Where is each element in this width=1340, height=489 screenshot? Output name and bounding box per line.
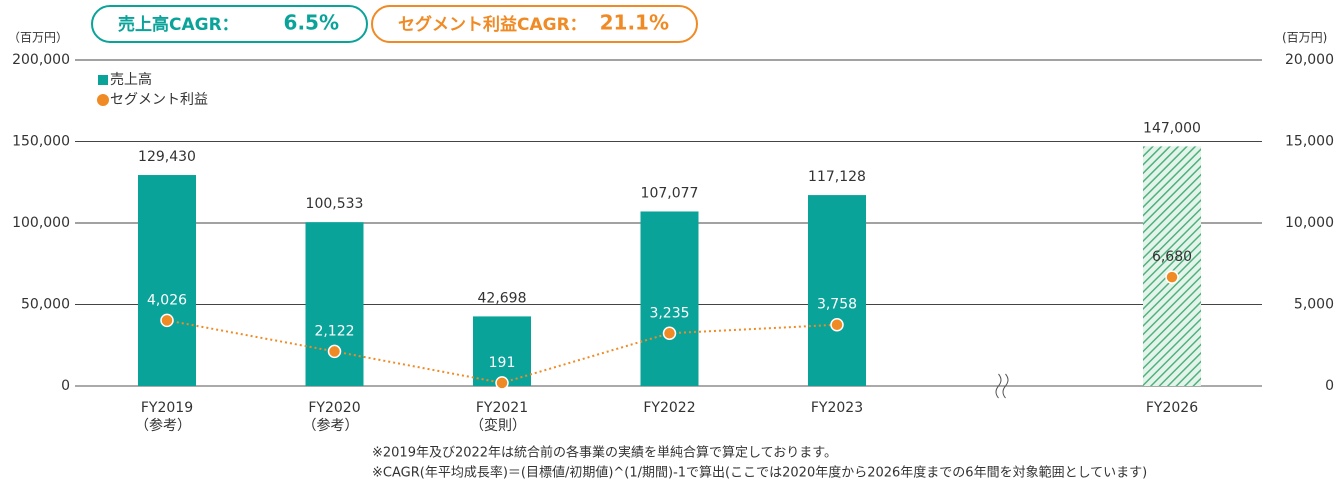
point-value-label: 4,026 xyxy=(147,292,187,308)
line-point xyxy=(1165,270,1179,284)
point-value-label: 191 xyxy=(489,355,516,371)
y2-tick-label: 20,000 xyxy=(1285,52,1334,68)
line-point xyxy=(327,344,342,359)
x-tick-label: FY2019 xyxy=(141,400,193,416)
y2-tick-label: 10,000 xyxy=(1285,215,1334,231)
legend-swatch xyxy=(97,94,109,106)
point-value-label: 3,235 xyxy=(649,305,689,321)
bar xyxy=(1143,146,1201,386)
y2-unit: (百万円) xyxy=(1282,31,1327,45)
y-unit: （百万円） xyxy=(8,31,68,45)
x-tick-label: FY2021 xyxy=(476,400,528,416)
x-tick-label: FY2023 xyxy=(811,400,863,416)
y2-tick-label: 15,000 xyxy=(1285,134,1334,150)
legend-swatch xyxy=(98,75,108,85)
x-tick-label: FY2026 xyxy=(1146,400,1198,416)
bar-value-label: 147,000 xyxy=(1143,120,1201,136)
point-value-label: 6,680 xyxy=(1152,249,1192,265)
bar-value-label: 42,698 xyxy=(478,290,527,306)
bar-value-label: 100,533 xyxy=(306,196,364,212)
badge-value: 6.5% xyxy=(284,11,339,35)
line-point xyxy=(495,376,509,390)
badge-value: 21.1% xyxy=(600,11,669,35)
badge-frame xyxy=(371,5,698,43)
bar-value-label: 117,128 xyxy=(808,169,866,185)
cagr-badge: 売上高CAGR： 6.5% xyxy=(91,5,368,43)
bar xyxy=(305,222,364,386)
bar xyxy=(138,175,196,386)
y-tick-label: 100,000 xyxy=(12,215,70,231)
point-value-label: 3,758 xyxy=(817,297,857,313)
badge-frame xyxy=(91,5,368,43)
bar-value-label: 107,077 xyxy=(641,185,699,201)
bar xyxy=(640,211,699,386)
y2-tick-label: 0 xyxy=(1325,378,1334,394)
x-tick-note: （変則） xyxy=(470,417,526,434)
badge-label: 売上高CAGR： xyxy=(118,14,239,35)
footnote: ※CAGR(年平均成長率)＝(目標値/初期値)^(1/期間)-1で算出(ここでは… xyxy=(372,465,1147,481)
bar xyxy=(473,316,531,386)
y-tick-label: 150,000 xyxy=(12,134,70,150)
y2-tick-label: 5,000 xyxy=(1294,297,1334,313)
line-point xyxy=(830,317,844,332)
x-tick-note: （参考） xyxy=(303,417,359,434)
x-tick-label: FY2020 xyxy=(308,400,360,416)
line-point xyxy=(662,326,677,341)
badge-label: セグメント利益CAGR： xyxy=(398,14,587,35)
line-point xyxy=(160,313,174,328)
bar-value-label: 129,430 xyxy=(138,149,196,165)
axis-break xyxy=(995,373,1009,399)
y-tick-label: 200,000 xyxy=(12,52,70,68)
legend-label: セグメント利益 xyxy=(110,92,208,108)
point-value-label: 2,122 xyxy=(314,323,354,339)
x-tick-label: FY2022 xyxy=(643,400,695,416)
footnote: ※2019年及び2022年は統合前の各事業の実績を単純合算で算定しております。 xyxy=(372,445,837,461)
y-tick-label: 0 xyxy=(61,378,70,394)
legend-label: 売上高 xyxy=(110,71,152,88)
x-tick-note: （参考） xyxy=(135,417,191,434)
y-tick-label: 50,000 xyxy=(21,297,70,313)
cagr-badge: セグメント利益CAGR： 21.1% xyxy=(371,5,698,43)
bar xyxy=(808,195,866,386)
